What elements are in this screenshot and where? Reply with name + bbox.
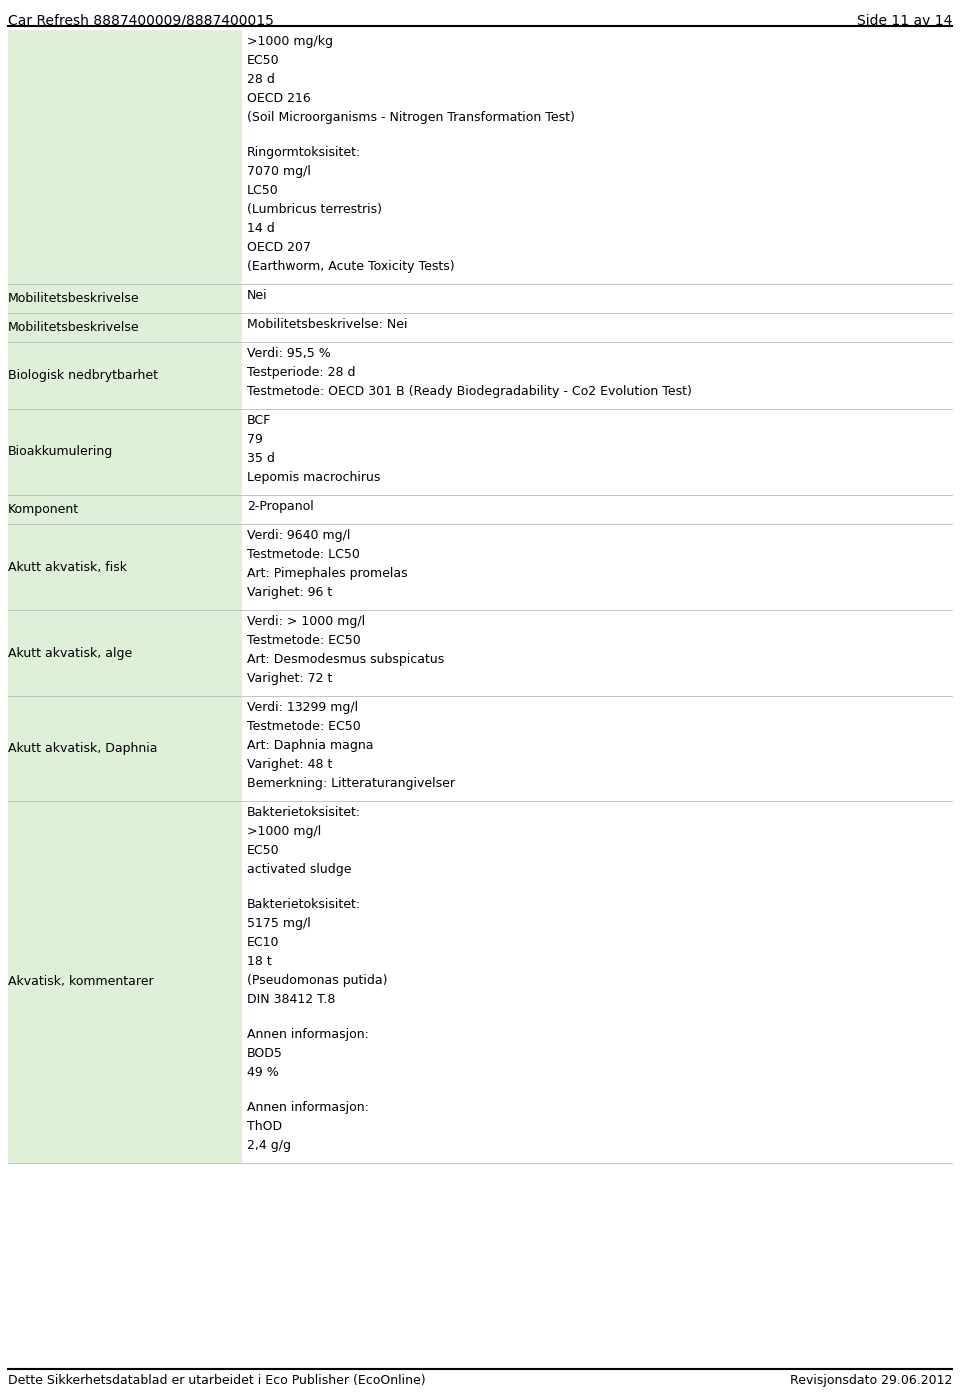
- Bar: [8, 696, 242, 800]
- Bar: [8, 800, 242, 1162]
- Text: Annen informasjon:: Annen informasjon:: [247, 1101, 369, 1113]
- Text: (Earthworm, Acute Toxicity Tests): (Earthworm, Acute Toxicity Tests): [247, 260, 455, 272]
- Text: Car Refresh 8887400009/8887400015: Car Refresh 8887400009/8887400015: [8, 14, 274, 28]
- Text: Annen informasjon:: Annen informasjon:: [247, 1028, 369, 1041]
- Text: Testmetode: EC50: Testmetode: EC50: [247, 719, 361, 733]
- Text: Varighet: 72 t: Varighet: 72 t: [247, 672, 332, 685]
- Text: 28 d: 28 d: [247, 73, 275, 87]
- Text: Dette Sikkerhetsdatablad er utarbeidet i Eco Publisher (EcoOnline): Dette Sikkerhetsdatablad er utarbeidet i…: [8, 1375, 425, 1387]
- Text: OECD 216: OECD 216: [247, 92, 311, 105]
- Text: Mobilitetsbeskrivelse: Mobilitetsbeskrivelse: [8, 321, 139, 334]
- Text: Revisjonsdato 29.06.2012: Revisjonsdato 29.06.2012: [790, 1375, 952, 1387]
- Text: >1000 mg/kg: >1000 mg/kg: [247, 35, 333, 47]
- Bar: [8, 524, 242, 610]
- Text: EC10: EC10: [247, 936, 279, 949]
- Text: Verdi: > 1000 mg/l: Verdi: > 1000 mg/l: [247, 615, 365, 629]
- Text: 2-Propanol: 2-Propanol: [247, 500, 314, 513]
- Bar: [8, 610, 242, 696]
- Text: ThOD: ThOD: [247, 1120, 282, 1133]
- Text: Testperiode: 28 d: Testperiode: 28 d: [247, 366, 355, 379]
- Bar: [8, 29, 242, 284]
- Text: Nei: Nei: [247, 289, 268, 302]
- Text: (Pseudomonas putida): (Pseudomonas putida): [247, 974, 388, 988]
- Text: Testmetode: OECD 301 B (Ready Biodegradability - Co2 Evolution Test): Testmetode: OECD 301 B (Ready Biodegrada…: [247, 386, 692, 398]
- Bar: [8, 495, 242, 524]
- Text: 5175 mg/l: 5175 mg/l: [247, 916, 311, 930]
- Text: DIN 38412 T.8: DIN 38412 T.8: [247, 993, 335, 1006]
- Text: Biologisk nedbrytbarhet: Biologisk nedbrytbarhet: [8, 369, 158, 381]
- Text: Bemerkning: Litteraturangivelser: Bemerkning: Litteraturangivelser: [247, 777, 455, 789]
- Text: Bakterietoksisitet:: Bakterietoksisitet:: [247, 806, 361, 819]
- Text: 2,4 g/g: 2,4 g/g: [247, 1139, 291, 1153]
- Text: activated sludge: activated sludge: [247, 863, 351, 876]
- Text: Verdi: 9640 mg/l: Verdi: 9640 mg/l: [247, 529, 350, 542]
- Text: Art: Daphnia magna: Art: Daphnia magna: [247, 739, 373, 752]
- Text: Komponent: Komponent: [8, 503, 79, 515]
- Bar: [8, 409, 242, 495]
- Text: LC50: LC50: [247, 184, 278, 197]
- Text: (Lumbricus terrestris): (Lumbricus terrestris): [247, 203, 382, 217]
- Text: >1000 mg/l: >1000 mg/l: [247, 826, 322, 838]
- Text: BOD5: BOD5: [247, 1046, 283, 1060]
- Text: Mobilitetsbeskrivelse: Nei: Mobilitetsbeskrivelse: Nei: [247, 319, 407, 331]
- Text: EC50: EC50: [247, 844, 279, 856]
- Text: Bakterietoksisitet:: Bakterietoksisitet:: [247, 898, 361, 911]
- Text: 18 t: 18 t: [247, 956, 272, 968]
- Text: Akutt akvatisk, alge: Akutt akvatisk, alge: [8, 647, 132, 659]
- Text: EC50: EC50: [247, 54, 279, 67]
- Text: Varighet: 48 t: Varighet: 48 t: [247, 759, 332, 771]
- Text: Verdi: 13299 mg/l: Verdi: 13299 mg/l: [247, 701, 358, 714]
- Text: (Soil Microorganisms - Nitrogen Transformation Test): (Soil Microorganisms - Nitrogen Transfor…: [247, 110, 575, 124]
- Text: OECD 207: OECD 207: [247, 242, 311, 254]
- Text: Testmetode: LC50: Testmetode: LC50: [247, 548, 360, 562]
- Bar: [8, 342, 242, 409]
- Text: Akutt akvatisk, fisk: Akutt akvatisk, fisk: [8, 560, 127, 574]
- Text: Ringormtoksisitet:: Ringormtoksisitet:: [247, 147, 361, 159]
- Text: 7070 mg/l: 7070 mg/l: [247, 165, 311, 177]
- Text: Varighet: 96 t: Varighet: 96 t: [247, 585, 332, 599]
- Text: Lepomis macrochirus: Lepomis macrochirus: [247, 471, 380, 483]
- Text: 14 d: 14 d: [247, 222, 275, 235]
- Text: Art: Desmodesmus subspicatus: Art: Desmodesmus subspicatus: [247, 652, 444, 666]
- Text: BCF: BCF: [247, 414, 272, 427]
- Text: 79: 79: [247, 433, 263, 446]
- Text: Testmetode: EC50: Testmetode: EC50: [247, 634, 361, 647]
- Text: Akvatisk, kommentarer: Akvatisk, kommentarer: [8, 975, 154, 989]
- Bar: [8, 313, 242, 342]
- Text: Art: Pimephales promelas: Art: Pimephales promelas: [247, 567, 408, 580]
- Text: Mobilitetsbeskrivelse: Mobilitetsbeskrivelse: [8, 292, 139, 305]
- Text: 49 %: 49 %: [247, 1066, 278, 1078]
- Bar: [8, 284, 242, 313]
- Text: Akutt akvatisk, Daphnia: Akutt akvatisk, Daphnia: [8, 742, 157, 754]
- Text: 35 d: 35 d: [247, 453, 275, 465]
- Text: Side 11 av 14: Side 11 av 14: [856, 14, 952, 28]
- Text: Bioakkumulering: Bioakkumulering: [8, 446, 113, 458]
- Text: Verdi: 95,5 %: Verdi: 95,5 %: [247, 346, 331, 360]
